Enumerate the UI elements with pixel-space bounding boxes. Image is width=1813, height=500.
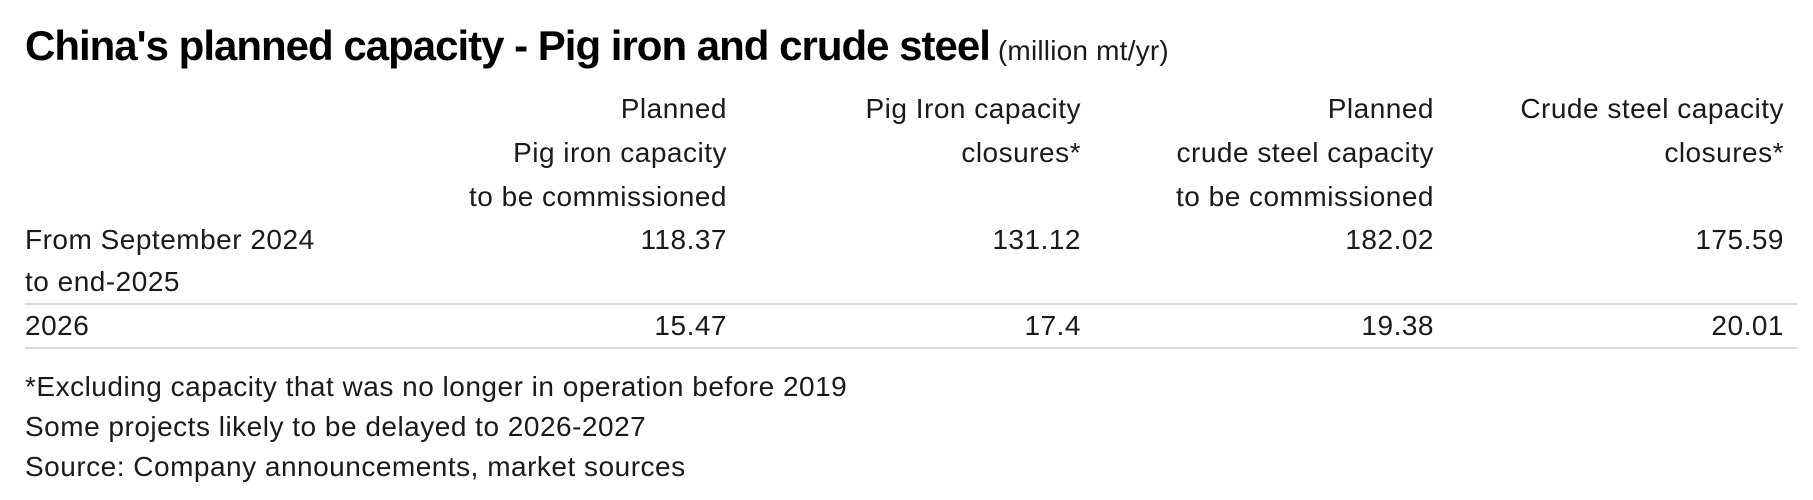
header-row-label-spacer xyxy=(25,87,375,219)
cell-value: 20.01 xyxy=(1434,304,1797,349)
header-line: Pig iron capacity xyxy=(513,137,727,168)
header-line: Planned xyxy=(620,93,727,124)
header-planned-crude-steel: Planned crude steel capacity to be commi… xyxy=(1081,87,1434,219)
table-row-2024-2025: From September 2024 to end-2025 118.37 1… xyxy=(25,219,1797,305)
header-line: closures* xyxy=(961,137,1081,168)
header-line: Crude steel capacity xyxy=(1520,93,1784,124)
header-line: crude steel capacity xyxy=(1176,137,1434,168)
page-title: China's planned capacity - Pig iron and … xyxy=(25,24,1797,73)
header-row: Planned Pig iron capacity to be commissi… xyxy=(25,87,1797,219)
title-unit: (million mt/yr) xyxy=(997,35,1169,66)
header-pig-iron-closures: Pig Iron capacity closures* xyxy=(727,87,1081,219)
cell-value: 19.38 xyxy=(1081,304,1434,349)
cell-value: 15.47 xyxy=(375,304,727,349)
cell-value: 175.59 xyxy=(1434,219,1797,305)
row-label: From September 2024 to end-2025 xyxy=(25,219,375,305)
footnote-delay: Some projects likely to be delayed to 20… xyxy=(25,411,647,442)
header-line: Planned xyxy=(1327,93,1434,124)
row-label-line: 2026 xyxy=(25,310,90,341)
header-line: Pig Iron capacity xyxy=(865,93,1081,124)
capacity-table: Planned Pig iron capacity to be commissi… xyxy=(25,87,1797,349)
table-row-2026: 2026 15.47 17.4 19.38 20.01 xyxy=(25,304,1797,349)
cell-value: 17.4 xyxy=(727,304,1081,349)
header-crude-steel-closures: Crude steel capacity closures* xyxy=(1434,87,1797,219)
cell-value: 182.02 xyxy=(1081,219,1434,305)
row-label-line: to end-2025 xyxy=(25,266,180,297)
row-label: 2026 xyxy=(25,304,375,349)
header-planned-pig-iron: Planned Pig iron capacity to be commissi… xyxy=(375,87,727,219)
row-label-line: From September 2024 xyxy=(25,224,315,255)
footnotes-block: *Excluding capacity that was no longer i… xyxy=(25,367,1797,487)
title-text: China's planned capacity - Pig iron and … xyxy=(25,22,991,69)
header-line: closures* xyxy=(1664,137,1784,168)
header-line: to be commissioned xyxy=(468,181,727,212)
cell-value: 118.37 xyxy=(375,219,727,305)
header-line: to be commissioned xyxy=(1175,181,1434,212)
source-line: Source: Company announcements, market so… xyxy=(25,451,686,482)
footnote-exclusion: *Excluding capacity that was no longer i… xyxy=(25,371,848,402)
cell-value: 131.12 xyxy=(727,219,1081,305)
